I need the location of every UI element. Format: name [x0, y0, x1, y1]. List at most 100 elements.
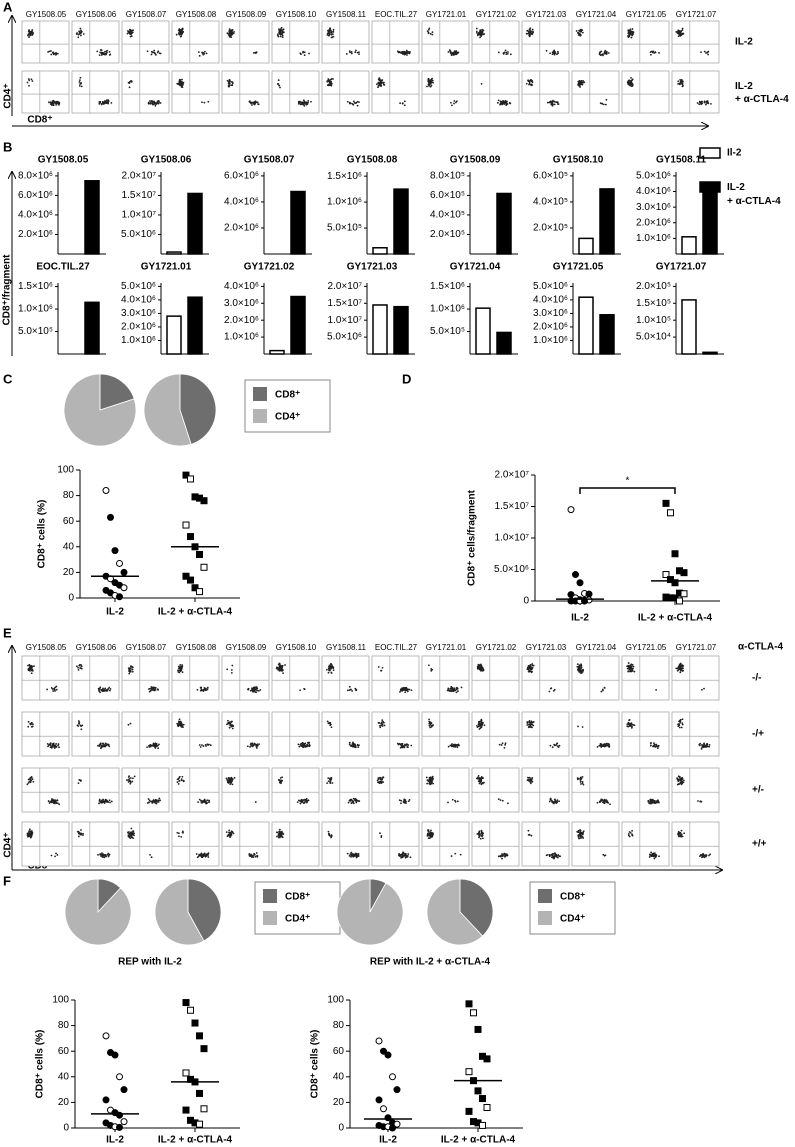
- event-dot: [256, 852, 258, 854]
- chart-title: GY1721.07: [656, 262, 707, 273]
- plot-frame: [522, 822, 569, 866]
- event-dot: [531, 721, 533, 723]
- event-dot: [428, 835, 430, 837]
- event-dot: [231, 81, 233, 83]
- legend-label: CD8⁺: [275, 390, 300, 401]
- y-tick-label: 0: [68, 593, 74, 604]
- y-tick-label: 5.0×10⁴: [636, 332, 671, 343]
- event-dot: [447, 690, 449, 692]
- plot-frame: [572, 21, 619, 63]
- event-dot: [454, 52, 456, 54]
- event-dot: [549, 101, 551, 103]
- data-point: [681, 570, 687, 576]
- event-dot: [128, 724, 130, 726]
- event-dot: [647, 800, 649, 802]
- event-dot: [448, 690, 450, 692]
- event-dot: [630, 77, 632, 79]
- axis-label: CD8⁺ cells (%): [37, 500, 48, 569]
- event-dot: [253, 688, 255, 690]
- event-dot: [404, 691, 406, 693]
- y-tick-label: 1.5×10⁶: [327, 171, 362, 182]
- event-dot: [300, 102, 302, 104]
- y-tick-label: 60: [58, 1046, 70, 1057]
- plot-frame: [72, 71, 119, 113]
- event-dot: [398, 52, 400, 54]
- event-dot: [453, 100, 455, 102]
- x-tick-label: IL-2 + α-CTLA-4: [158, 1135, 233, 1146]
- event-dot: [650, 852, 652, 854]
- data-point: [121, 1087, 127, 1093]
- event-dot: [559, 855, 561, 857]
- event-dot: [147, 50, 149, 52]
- event-dot: [427, 30, 429, 32]
- event-dot: [597, 802, 599, 804]
- flow-plot: [222, 712, 269, 756]
- sample-label: GY1721.05: [626, 643, 667, 652]
- event-dot: [355, 50, 357, 52]
- event-dot: [179, 664, 181, 666]
- event-dot: [108, 100, 110, 102]
- event-dot: [649, 800, 651, 802]
- y-tick-label: 4.0×10⁶: [18, 210, 53, 221]
- event-dot: [31, 78, 33, 80]
- event-dot: [258, 690, 260, 692]
- event-dot: [497, 102, 499, 104]
- event-dot: [704, 51, 706, 53]
- plot-frame: [522, 71, 569, 113]
- event-dot: [455, 50, 457, 52]
- event-dot: [126, 779, 128, 781]
- axis-label: CD4⁺: [3, 832, 14, 857]
- event-dot: [546, 50, 548, 52]
- event-dot: [251, 854, 253, 856]
- event-dot: [109, 802, 111, 804]
- event-dot: [559, 745, 561, 747]
- data-point: [385, 1052, 391, 1058]
- event-dot: [28, 78, 30, 80]
- event-dot: [527, 30, 529, 32]
- event-dot: [232, 725, 234, 727]
- event-dot: [432, 725, 434, 727]
- event-dot: [378, 722, 380, 724]
- event-dot: [80, 829, 82, 831]
- event-dot: [81, 666, 83, 668]
- event-dot: [109, 799, 111, 801]
- event-dot: [378, 85, 380, 87]
- event-dot: [609, 803, 611, 805]
- event-dot: [411, 689, 413, 691]
- event-dot: [146, 746, 148, 748]
- flow-plot: [422, 21, 469, 63]
- flow-plot: [172, 21, 219, 63]
- event-dot: [327, 81, 329, 83]
- event-dot: [699, 801, 701, 803]
- event-dot: [330, 85, 332, 87]
- event-dot: [129, 86, 131, 88]
- event-dot: [354, 746, 356, 748]
- event-dot: [629, 719, 631, 721]
- event-dot: [456, 52, 458, 54]
- event-dot: [96, 51, 98, 53]
- event-dot: [201, 802, 203, 804]
- flow-plot: [472, 768, 519, 812]
- event-dot: [357, 746, 359, 748]
- sample-label: GY1508.06: [76, 10, 117, 19]
- event-dot: [455, 746, 457, 748]
- event-dot: [504, 744, 506, 746]
- event-dot: [228, 30, 230, 32]
- event-dot: [180, 669, 182, 671]
- event-dot: [430, 783, 432, 785]
- event-dot: [678, 775, 680, 777]
- event-dot: [631, 726, 633, 728]
- y-tick-label: 5.0×10⁵: [430, 326, 465, 337]
- event-dot: [658, 745, 660, 747]
- event-dot: [406, 52, 408, 54]
- flow-plot: [122, 712, 169, 756]
- event-dot: [677, 783, 679, 785]
- plot-frame: [172, 21, 219, 63]
- event-dot: [153, 802, 155, 804]
- sample-label: EOC.TIL.27: [375, 643, 418, 652]
- plot-frame: [422, 21, 469, 63]
- sample-label: GY1508.08: [176, 10, 217, 19]
- data-point: [677, 598, 683, 604]
- plot-frame: [72, 21, 119, 63]
- event-dot: [56, 746, 58, 748]
